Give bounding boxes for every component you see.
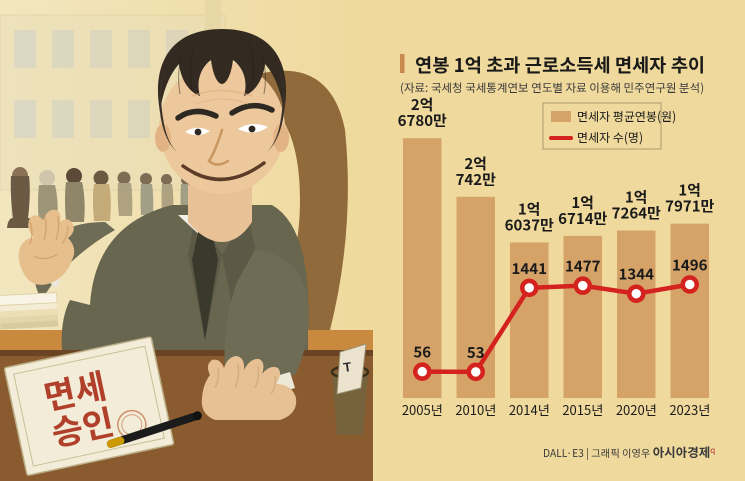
svg-text:1477: 1477: [565, 256, 601, 277]
svg-text:2023년: 2023년: [669, 400, 710, 419]
svg-text:7264만: 7264만: [612, 203, 661, 224]
svg-text:DALL·E3 | 그래픽 이영우 아시아경제q: DALL·E3 | 그래픽 이영우 아시아경제q: [543, 442, 715, 461]
svg-text:742만: 742만: [456, 169, 497, 190]
svg-text:1496: 1496: [672, 254, 708, 275]
svg-text:2020년: 2020년: [616, 400, 657, 419]
svg-text:6037만: 6037만: [505, 214, 554, 235]
svg-text:1344: 1344: [619, 264, 655, 285]
svg-text:2014년: 2014년: [509, 400, 550, 419]
svg-text:면세자 수(명): 면세자 수(명): [577, 129, 643, 146]
svg-text:연봉 1억 초과 근로소득세 면세자 추이: 연봉 1억 초과 근로소득세 면세자 추이: [415, 51, 705, 78]
svg-text:6780만: 6780만: [398, 110, 447, 131]
svg-text:2010년: 2010년: [455, 400, 496, 419]
svg-text:53: 53: [467, 342, 485, 363]
svg-text:7971만: 7971만: [665, 196, 714, 217]
svg-text:56: 56: [413, 342, 431, 363]
svg-text:2005년: 2005년: [402, 400, 443, 419]
svg-text:면세자 평균연봉(원): 면세자 평균연봉(원): [577, 108, 676, 125]
svg-text:6714만: 6714만: [558, 208, 607, 229]
svg-text:1441: 1441: [512, 258, 547, 279]
svg-text:2015년: 2015년: [562, 400, 603, 419]
svg-text:(자료: 국세청 국세통계연보 연도별 자료 이용해 민주연: (자료: 국세청 국세통계연보 연도별 자료 이용해 민주연구원 분석): [400, 80, 704, 96]
